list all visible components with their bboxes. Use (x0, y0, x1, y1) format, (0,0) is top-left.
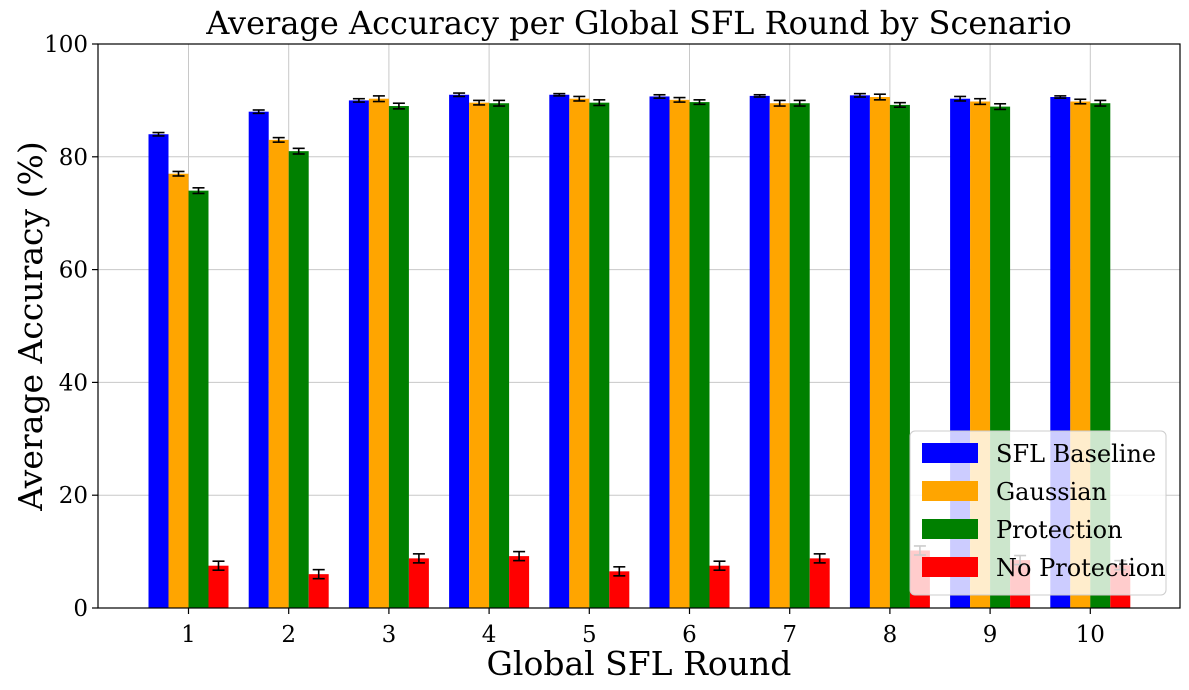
bar-sfl-baseline (649, 96, 670, 609)
bar-protection (789, 103, 810, 608)
legend-label: No Protection (996, 554, 1166, 582)
bar-protection (889, 104, 910, 609)
bar-gaussian (469, 102, 490, 608)
x-tick-label: 8 (883, 622, 898, 648)
bar-no-protection (308, 574, 329, 608)
legend-label: Protection (996, 516, 1123, 544)
bar-no-protection (408, 558, 429, 608)
x-tick-label: 10 (1076, 622, 1105, 648)
x-tick-label: 2 (281, 622, 296, 648)
x-tick-label: 4 (482, 622, 497, 648)
ticks-layer: 0 20 40 60 80 100 1 2 3 4 5 6 7 8 9 10 (44, 32, 1105, 648)
bar-protection (288, 151, 309, 608)
y-tick-label: 80 (59, 145, 88, 171)
y-axis-label: Average Accuracy (%) (11, 141, 50, 511)
y-tick-label: 40 (59, 370, 88, 396)
bar-no-protection (509, 556, 530, 608)
legend-swatch (922, 557, 978, 577)
x-tick-label: 5 (582, 622, 597, 648)
x-tick-label: 6 (682, 622, 697, 648)
bar-no-protection (809, 558, 830, 608)
bar-gaussian (168, 173, 189, 608)
y-tick-label: 60 (59, 258, 88, 284)
bar-gaussian (268, 139, 289, 608)
bar-gaussian (769, 103, 790, 608)
bar-protection (689, 102, 710, 608)
bar-protection (188, 190, 209, 608)
bar-sfl-baseline (849, 95, 870, 609)
bar-gaussian (669, 99, 690, 608)
legend-label: Gaussian (996, 478, 1107, 506)
bar-sfl-baseline (248, 111, 269, 609)
y-tick-label: 20 (59, 483, 88, 509)
bar-protection (388, 106, 409, 608)
x-tick-label: 1 (181, 622, 196, 648)
plot-frame (97, 43, 1181, 609)
bar-sfl-baseline (449, 94, 470, 608)
bar-sfl-baseline (549, 94, 570, 608)
x-axis-label: Global SFL Round (487, 644, 792, 683)
x-tick-label: 3 (382, 622, 397, 648)
bar-gaussian (869, 97, 890, 609)
bar-protection (589, 102, 610, 608)
bar-sfl-baseline (749, 95, 770, 608)
x-tick-label: 9 (983, 622, 998, 648)
bar-no-protection (709, 565, 730, 608)
bar-gaussian (368, 98, 389, 608)
legend: SFL Baseline Gaussian Protection No Protect… (909, 430, 1167, 596)
legend-swatch (922, 443, 978, 463)
bar-gaussian (569, 98, 590, 608)
bar-sfl-baseline (348, 100, 369, 609)
y-tick-label: 0 (73, 596, 88, 622)
legend-label: SFL Baseline (996, 440, 1156, 468)
chart-title: Average Accuracy per Global SFL Round by… (205, 4, 1072, 42)
legend-swatch (922, 481, 978, 501)
bar-no-protection (208, 565, 229, 608)
x-tick-label: 7 (782, 622, 797, 648)
bar-no-protection (609, 571, 630, 608)
bar-protection (489, 103, 510, 608)
y-tick-label: 100 (44, 32, 88, 58)
bar-sfl-baseline (148, 134, 169, 609)
legend-swatch (922, 519, 978, 539)
legend-box (909, 430, 1167, 596)
